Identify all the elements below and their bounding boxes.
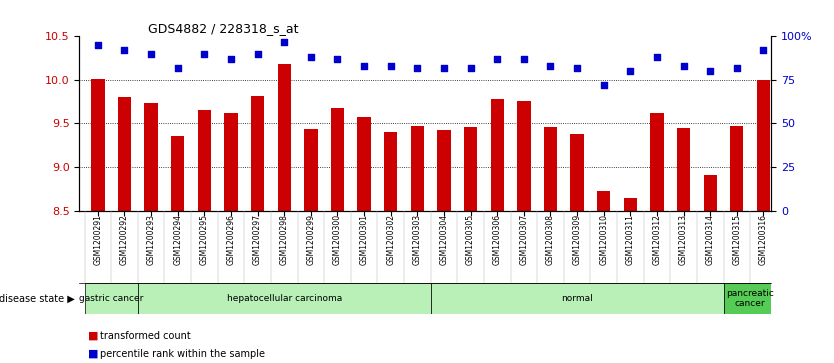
Bar — [490, 99, 504, 211]
Bar — [118, 97, 131, 211]
Bar — [437, 130, 450, 211]
Bar — [570, 134, 584, 211]
Text: GSM1200313: GSM1200313 — [679, 214, 688, 265]
Bar — [597, 191, 610, 211]
Text: GSM1200310: GSM1200310 — [599, 214, 608, 265]
Point — [756, 47, 770, 53]
Text: GSM1200297: GSM1200297 — [253, 214, 262, 265]
Text: hepatocellular carcinoma: hepatocellular carcinoma — [227, 294, 342, 303]
Text: GSM1200311: GSM1200311 — [626, 214, 635, 265]
Text: GSM1200301: GSM1200301 — [359, 214, 369, 265]
Text: GSM1200312: GSM1200312 — [652, 214, 661, 265]
Bar — [278, 64, 291, 211]
Point — [198, 51, 211, 57]
Point — [544, 63, 557, 69]
Bar — [651, 113, 664, 211]
Point — [410, 65, 424, 70]
Point — [278, 38, 291, 44]
Bar — [91, 79, 104, 211]
Point — [171, 65, 184, 70]
Text: GSM1200300: GSM1200300 — [333, 214, 342, 265]
Point — [704, 68, 717, 74]
Bar — [138, 283, 430, 314]
Text: GDS4882 / 228318_s_at: GDS4882 / 228318_s_at — [148, 22, 299, 35]
Bar — [624, 198, 637, 211]
Text: GSM1200308: GSM1200308 — [546, 214, 555, 265]
Point — [651, 54, 664, 60]
Text: GSM1200302: GSM1200302 — [386, 214, 395, 265]
Point — [437, 65, 450, 70]
Text: GSM1200314: GSM1200314 — [706, 214, 715, 265]
Text: GSM1200304: GSM1200304 — [440, 214, 449, 265]
Point — [730, 65, 743, 70]
Text: GSM1200296: GSM1200296 — [227, 214, 235, 265]
Point — [251, 51, 264, 57]
Bar — [224, 113, 238, 211]
Point — [358, 63, 371, 69]
Point — [224, 56, 238, 62]
Text: GSM1200316: GSM1200316 — [759, 214, 768, 265]
Bar — [251, 95, 264, 211]
Point — [570, 65, 584, 70]
Text: GSM1200293: GSM1200293 — [147, 214, 156, 265]
Bar — [198, 110, 211, 211]
Point — [464, 65, 477, 70]
Point — [91, 42, 104, 48]
Text: GSM1200291: GSM1200291 — [93, 214, 103, 265]
Point — [331, 56, 344, 62]
Bar — [430, 283, 724, 314]
Text: disease state ▶: disease state ▶ — [0, 294, 75, 303]
Point — [384, 63, 397, 69]
Bar — [84, 283, 138, 314]
Bar — [704, 175, 717, 211]
Text: ■: ■ — [88, 331, 98, 341]
Bar — [304, 129, 318, 211]
Bar — [464, 127, 477, 211]
Bar — [358, 117, 371, 211]
Text: transformed count: transformed count — [100, 331, 191, 341]
Text: GSM1200294: GSM1200294 — [173, 214, 183, 265]
Text: GSM1200306: GSM1200306 — [493, 214, 502, 265]
Text: GSM1200307: GSM1200307 — [520, 214, 529, 265]
Point — [144, 51, 158, 57]
Text: GSM1200309: GSM1200309 — [573, 214, 581, 265]
Text: GSM1200299: GSM1200299 — [306, 214, 315, 265]
Bar — [517, 101, 530, 211]
Point — [517, 56, 530, 62]
Bar — [544, 127, 557, 211]
Text: GSM1200295: GSM1200295 — [200, 214, 208, 265]
Bar — [756, 80, 770, 211]
Text: ■: ■ — [88, 349, 98, 359]
Text: GSM1200303: GSM1200303 — [413, 214, 422, 265]
Bar — [724, 283, 776, 314]
Bar — [171, 136, 184, 211]
Bar — [144, 102, 158, 211]
Point — [677, 63, 691, 69]
Point — [624, 68, 637, 74]
Bar — [410, 126, 424, 211]
Point — [490, 56, 504, 62]
Text: GSM1200315: GSM1200315 — [732, 214, 741, 265]
Text: normal: normal — [561, 294, 593, 303]
Text: GSM1200292: GSM1200292 — [120, 214, 129, 265]
Point — [597, 82, 610, 88]
Text: percentile rank within the sample: percentile rank within the sample — [100, 349, 265, 359]
Point — [304, 54, 318, 60]
Text: pancreatic
cancer: pancreatic cancer — [726, 289, 774, 308]
Bar — [677, 128, 691, 211]
Bar — [384, 132, 397, 211]
Bar — [331, 108, 344, 211]
Bar — [731, 126, 743, 211]
Text: gastric cancer: gastric cancer — [79, 294, 143, 303]
Point — [118, 47, 131, 53]
Text: GSM1200305: GSM1200305 — [466, 214, 475, 265]
Text: GSM1200298: GSM1200298 — [279, 214, 289, 265]
